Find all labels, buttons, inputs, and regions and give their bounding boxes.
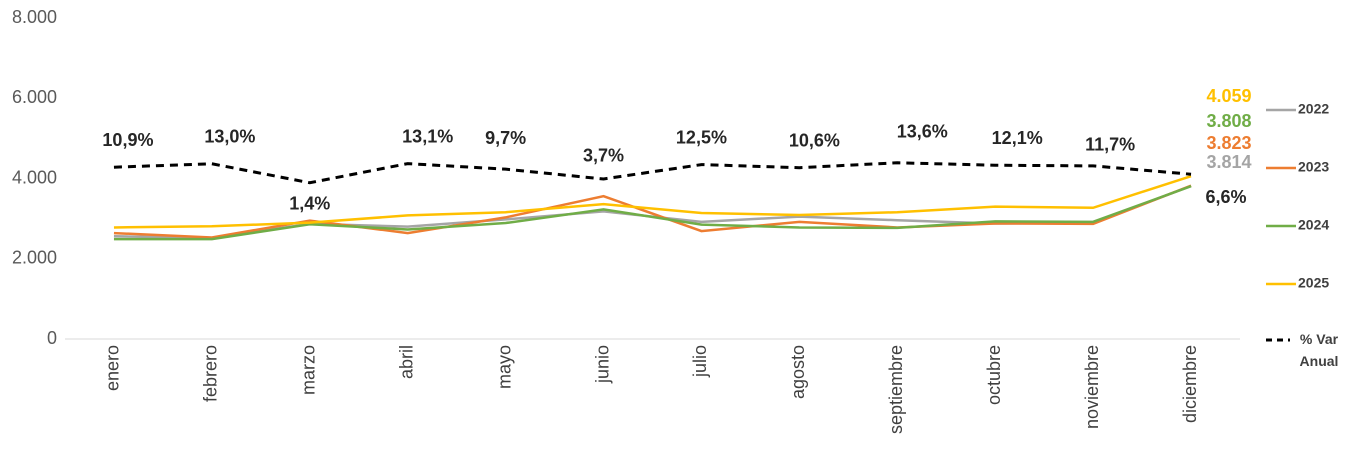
x-tick-label: octubre: [984, 345, 1004, 405]
y-tick-label: 0: [47, 328, 57, 348]
data-label: 4.059: [1207, 86, 1252, 106]
data-label: 3.823: [1207, 133, 1252, 153]
x-tick-label: agosto: [788, 345, 808, 399]
data-label: 13,1%: [402, 126, 453, 146]
data-label: 12,5%: [676, 127, 727, 147]
legend-label: 2025: [1298, 275, 1329, 291]
x-tick-label: marzo: [299, 345, 319, 395]
y-tick-label: 8.000: [12, 7, 57, 27]
x-tick-label: junio: [592, 345, 612, 384]
data-label: 10,9%: [102, 130, 153, 150]
y-tick-label: 2.000: [12, 248, 57, 268]
x-tick-label: julio: [690, 345, 710, 378]
data-label: 11,7%: [1085, 135, 1135, 155]
x-tick-label: diciembre: [1180, 345, 1200, 423]
x-tick-label: abril: [396, 345, 416, 379]
legend-label: 2023: [1298, 159, 1329, 175]
data-label: 6,6%: [1206, 187, 1247, 207]
x-tick-label: febrero: [201, 345, 221, 402]
data-label: 1,4%: [289, 194, 330, 214]
legend-label: 2022: [1298, 101, 1329, 117]
line: [113, 185, 1192, 241]
dashed-line: [113, 161, 1192, 185]
legend-label: 2024: [1298, 217, 1329, 233]
y-tick-label: 4.000: [12, 167, 57, 187]
data-label: 3,7%: [583, 146, 624, 166]
legend-box: % Var Anual 2025: [1299, 331, 1339, 378]
legend-label: % Var Anual 2025: [1299, 331, 1339, 378]
data-label: 12,1%: [992, 128, 1043, 148]
y-tick-label: 6.000: [12, 87, 57, 107]
x-tick-label: septiembre: [886, 345, 906, 434]
data-label: 9,7%: [485, 128, 526, 148]
x-tick-label: noviembre: [1082, 345, 1102, 429]
x-tick-label: mayo: [494, 345, 514, 389]
data-label: 13,0%: [204, 127, 255, 147]
data-label: 13,6%: [897, 122, 948, 142]
line: [113, 174, 1192, 229]
data-label: 3.814: [1207, 152, 1252, 172]
data-label: 3.808: [1207, 111, 1252, 131]
x-tick-label: enero: [103, 345, 123, 391]
data-label: 10,6%: [789, 130, 840, 150]
